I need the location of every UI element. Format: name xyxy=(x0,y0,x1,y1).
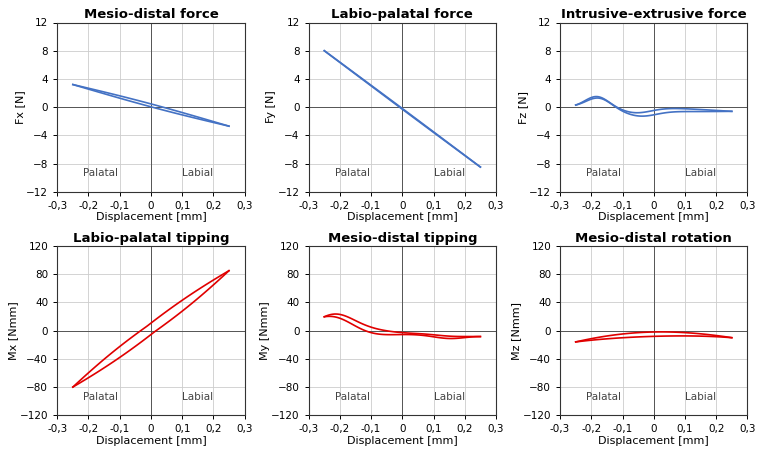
Text: Labial: Labial xyxy=(685,392,716,402)
X-axis label: Displacement [mm]: Displacement [mm] xyxy=(96,436,206,446)
X-axis label: Displacement [mm]: Displacement [mm] xyxy=(96,212,206,222)
Text: Labial: Labial xyxy=(182,392,213,402)
X-axis label: Displacement [mm]: Displacement [mm] xyxy=(347,212,458,222)
Title: Labio-palatal tipping: Labio-palatal tipping xyxy=(73,232,229,245)
Title: Mesio-distal rotation: Mesio-distal rotation xyxy=(575,232,732,245)
Title: Mesio-distal tipping: Mesio-distal tipping xyxy=(328,232,477,245)
Y-axis label: Mz [Nmm]: Mz [Nmm] xyxy=(511,301,521,360)
X-axis label: Displacement [mm]: Displacement [mm] xyxy=(598,436,709,446)
X-axis label: Displacement [mm]: Displacement [mm] xyxy=(347,436,458,446)
Text: Labial: Labial xyxy=(182,168,213,178)
Title: Labio-palatal force: Labio-palatal force xyxy=(332,8,473,21)
Y-axis label: Fy [N]: Fy [N] xyxy=(267,91,277,123)
Text: Palatal: Palatal xyxy=(83,392,118,402)
X-axis label: Displacement [mm]: Displacement [mm] xyxy=(598,212,709,222)
Text: Palatal: Palatal xyxy=(335,168,370,178)
Y-axis label: Fz [N]: Fz [N] xyxy=(518,91,528,123)
Text: Labial: Labial xyxy=(685,168,716,178)
Text: Palatal: Palatal xyxy=(586,392,621,402)
Text: Labial: Labial xyxy=(434,392,465,402)
Title: Mesio-distal force: Mesio-distal force xyxy=(83,8,219,21)
Y-axis label: Fx [N]: Fx [N] xyxy=(15,90,25,124)
Y-axis label: Mx [Nmm]: Mx [Nmm] xyxy=(8,301,18,360)
Text: Palatal: Palatal xyxy=(586,168,621,178)
Text: Palatal: Palatal xyxy=(83,168,118,178)
Text: Palatal: Palatal xyxy=(335,392,370,402)
Text: Labial: Labial xyxy=(434,168,465,178)
Title: Intrusive-extrusive force: Intrusive-extrusive force xyxy=(561,8,746,21)
Y-axis label: My [Nmm]: My [Nmm] xyxy=(260,301,270,360)
